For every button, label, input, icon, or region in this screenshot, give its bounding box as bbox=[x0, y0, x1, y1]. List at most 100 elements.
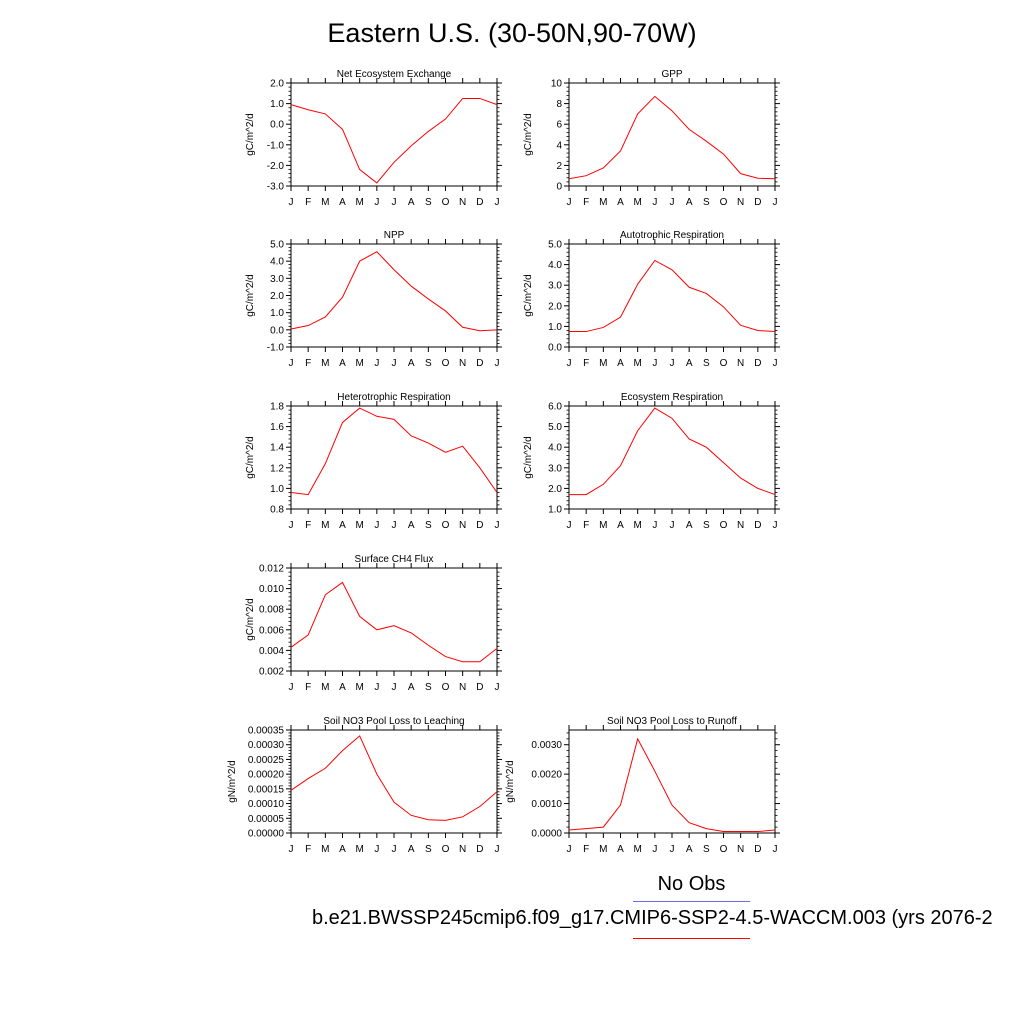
chart-title: Autotrophic Respiration bbox=[620, 230, 724, 241]
x-tick-label: A bbox=[408, 844, 415, 855]
y-tick-label: 3.0 bbox=[548, 281, 562, 292]
x-tick-label: O bbox=[720, 358, 728, 369]
x-tick-label: D bbox=[754, 197, 761, 208]
series-line bbox=[569, 259, 776, 333]
x-tick-label: J bbox=[670, 197, 675, 208]
x-tick-label: A bbox=[686, 197, 693, 208]
y-tick-label: 2.0 bbox=[270, 79, 284, 90]
x-tick-label: D bbox=[476, 358, 483, 369]
x-tick-label: M bbox=[599, 358, 607, 369]
y-tick-label: 6.0 bbox=[548, 402, 562, 413]
x-tick-label: A bbox=[408, 520, 415, 531]
x-tick-label: S bbox=[703, 197, 710, 208]
series-line bbox=[568, 737, 776, 833]
chart-title: Heterotrophic Respiration bbox=[337, 392, 450, 403]
chart-panel: Surface CH4 Flux 0.002 0.004 0.006 0.008 0.01… bbox=[245, 554, 502, 693]
x-tick-label: M bbox=[321, 520, 329, 531]
x-tick-label: N bbox=[737, 358, 744, 369]
y-tick-label: 0.004 bbox=[259, 646, 284, 657]
y-tick-label: 0.00000 bbox=[248, 829, 285, 840]
y-axis-label: gC/m^2/d bbox=[523, 436, 534, 479]
y-axis-label: gC/m^2/d bbox=[245, 598, 256, 641]
x-tick-label: J bbox=[392, 520, 397, 531]
x-tick-label: J bbox=[392, 197, 397, 208]
x-tick-label: M bbox=[355, 844, 363, 855]
series-line bbox=[290, 251, 498, 332]
x-tick-label: O bbox=[442, 358, 450, 369]
x-tick-label: O bbox=[442, 682, 450, 693]
x-tick-label: A bbox=[339, 520, 346, 531]
chart-panel: Heterotrophic Respiration 0.8 1.0 1.2 1.4 1.6… bbox=[245, 392, 502, 531]
y-tick-label: 0.0020 bbox=[531, 770, 562, 781]
legend-obs-line bbox=[633, 901, 750, 902]
x-tick-label: N bbox=[737, 197, 744, 208]
chart-title: GPP bbox=[661, 69, 682, 80]
x-tick-label: O bbox=[720, 197, 728, 208]
x-tick-label: J bbox=[289, 520, 294, 531]
x-tick-label: D bbox=[476, 682, 483, 693]
x-tick-label: N bbox=[737, 520, 744, 531]
x-tick-label: A bbox=[339, 358, 346, 369]
y-tick-label: 0 bbox=[556, 182, 562, 193]
x-tick-label: J bbox=[670, 520, 675, 531]
y-tick-label: 0.0030 bbox=[531, 740, 562, 751]
y-tick-label: 2.0 bbox=[270, 291, 284, 302]
x-tick-label: F bbox=[305, 520, 311, 531]
x-tick-label: J bbox=[773, 197, 778, 208]
x-tick-label: J bbox=[567, 358, 572, 369]
x-tick-label: D bbox=[476, 844, 483, 855]
x-tick-label: J bbox=[289, 358, 294, 369]
x-tick-label: A bbox=[408, 358, 415, 369]
x-tick-label: N bbox=[459, 844, 466, 855]
chart-panel: NPP-1.00.01.02.03.04.05.0J F M A M J J A S O N D JgC… bbox=[245, 230, 502, 369]
y-axis-label: gC/m^2/d bbox=[245, 274, 256, 317]
x-tick-label: A bbox=[686, 520, 693, 531]
x-tick-label: J bbox=[374, 520, 379, 531]
y-tick-label: 0.0000 bbox=[531, 829, 562, 840]
x-tick-label: A bbox=[408, 682, 415, 693]
series-line bbox=[290, 97, 498, 184]
series-line bbox=[290, 581, 498, 663]
x-tick-label: O bbox=[442, 844, 450, 855]
y-tick-label: 6 bbox=[556, 120, 562, 131]
y-tick-label: 2.0 bbox=[548, 301, 562, 312]
y-tick-label: 10 bbox=[551, 79, 563, 90]
plot-frame bbox=[290, 243, 498, 348]
plot-frame bbox=[290, 729, 498, 834]
x-tick-label: A bbox=[617, 197, 624, 208]
x-tick-label: J bbox=[773, 844, 778, 855]
x-tick-label: F bbox=[305, 358, 311, 369]
x-tick-label: M bbox=[599, 197, 607, 208]
x-tick-label: O bbox=[442, 520, 450, 531]
chart-title: Soil NO3 Pool Loss to Runoff bbox=[607, 716, 737, 727]
plot-frame bbox=[568, 243, 776, 348]
x-tick-label: J bbox=[495, 844, 500, 855]
chart-panel: Soil NO3 Pool Loss to Leaching 0.00000 0.0… bbox=[227, 716, 502, 855]
x-tick-label: O bbox=[720, 844, 728, 855]
y-tick-label: 1.0 bbox=[270, 99, 284, 110]
x-tick-label: M bbox=[599, 520, 607, 531]
y-tick-label: 0.002 bbox=[259, 667, 284, 678]
x-tick-label: M bbox=[355, 197, 363, 208]
x-tick-label: S bbox=[703, 358, 710, 369]
x-tick-label: J bbox=[374, 682, 379, 693]
y-axis-label: gC/m^2/d bbox=[245, 436, 256, 479]
y-tick-label: -1.0 bbox=[267, 140, 285, 151]
x-tick-label: J bbox=[392, 682, 397, 693]
y-tick-label: 0.8 bbox=[270, 505, 284, 516]
y-tick-label: 0.00030 bbox=[248, 740, 285, 751]
y-tick-label: 0.0 bbox=[548, 343, 562, 354]
x-tick-label: D bbox=[754, 520, 761, 531]
y-tick-label: 0.008 bbox=[259, 605, 284, 616]
legend-case-label: b.e21.BWSSP245cmip6.f09_g17.CMIP6-SSP2-4… bbox=[312, 907, 993, 929]
chart-title: NPP bbox=[384, 230, 405, 241]
chart-title: Net Ecosystem Exchange bbox=[337, 69, 452, 80]
plot-frame bbox=[290, 405, 498, 510]
x-tick-label: A bbox=[408, 197, 415, 208]
legend-model-line bbox=[633, 938, 750, 939]
x-tick-label: S bbox=[425, 844, 432, 855]
x-tick-label: A bbox=[617, 520, 624, 531]
x-tick-label: F bbox=[305, 844, 311, 855]
x-tick-label: A bbox=[617, 358, 624, 369]
x-tick-label: M bbox=[321, 358, 329, 369]
